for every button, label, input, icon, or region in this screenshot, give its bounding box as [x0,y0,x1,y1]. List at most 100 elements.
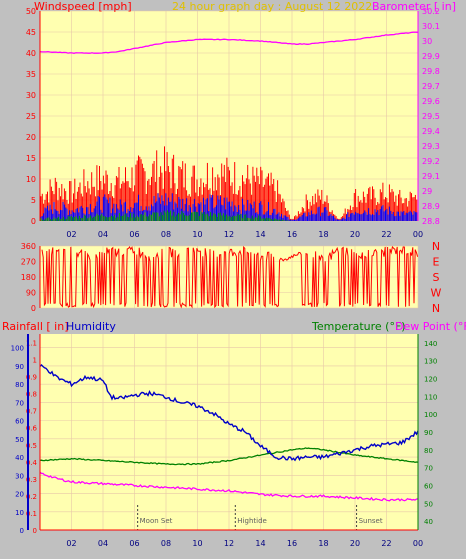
barometer-tick-label: 29.9 [422,52,440,61]
wind-tick-label: 40 [26,49,36,58]
barometer-tick-label: 29.4 [422,127,440,136]
wind-tick-label: 20 [26,133,36,142]
direction-tick-label: 0 [31,304,36,313]
wind-x-tick-label: 06 [129,230,139,239]
wind-x-tick-label: 10 [192,230,202,239]
barometer-tick-label: 29.1 [422,172,440,181]
humidity-tick-label: 100 [11,345,24,353]
barometer-tick-label: 29.3 [422,142,440,151]
temperature-tick-label: 130 [424,358,437,366]
wind-tick-label: 45 [26,28,36,37]
rainfall-tick-label: 0.5 [26,442,37,450]
wind-axis-title: Windspeed [mph] [34,0,132,13]
direction-tick-label: 180 [21,273,36,282]
temp-x-tick-label: 22 [381,539,391,548]
wind-tick-label: 5 [31,196,36,205]
temp-x-tick-label: 18 [318,539,328,548]
temperature-tick-label: 140 [424,340,437,348]
rainfall-tick-label: 0.8 [26,391,37,399]
humidity-tick-label: 40 [15,454,24,462]
temperature-tick-label: 40 [424,518,433,526]
direction-compass-label: N [432,302,440,315]
direction-compass-label: E [433,256,440,269]
wind-tick-label: 0 [31,217,36,226]
wind-x-tick-label: 22 [381,230,391,239]
humidity-axis-title: Humidity [66,320,116,333]
humidity-tick-label: 10 [15,509,24,517]
temperature-tick-label: 80 [424,447,433,455]
direction-compass-label: N [432,240,440,253]
direction-compass-label: W [431,287,442,300]
humidity-tick-label: 20 [15,491,24,499]
wind-x-tick-label: 04 [98,230,108,239]
temp-x-tick-label: 00 [413,539,423,548]
wind-x-tick-label: 12 [224,230,234,239]
wind-tick-label: 25 [26,112,36,121]
wind-x-tick-label: 00 [413,230,423,239]
wind-x-tick-label: 18 [318,230,328,239]
wind-tick-label: 50 [26,7,36,16]
wind-tick-label: 10 [26,175,36,184]
humidity-tick-label: 80 [15,381,24,389]
barometer-line [39,31,419,54]
temperature-tick-label: 50 [424,500,433,508]
humidity-tick-label: 60 [15,418,24,426]
dewpoint-axis-title: Dew Point (°F) [395,320,466,333]
dewpoint-line [39,471,419,502]
temp-x-tick-label: 16 [287,539,297,548]
event-marker-label: Moon Set [140,517,173,525]
humidity-line [39,364,419,462]
barometer-tick-label: 30 [422,37,432,46]
direction-tick-label: 90 [26,289,36,298]
wind-x-tick-label: 14 [255,230,265,239]
humidity-tick-label: 30 [15,472,24,480]
rainfall-tick-label: 0.2 [26,493,37,501]
rainfall-tick-label: 0 [33,527,37,535]
humidity-tick-label: 70 [15,399,24,407]
barometer-tick-label: 29.2 [422,157,440,166]
temperature-tick-label: 120 [424,376,437,384]
wind-x-tick-label: 02 [66,230,76,239]
wind-x-tick-label: 08 [161,230,171,239]
wind-x-tick-label: 16 [287,230,297,239]
barometer-tick-label: 29.6 [422,97,440,106]
temp-x-tick-label: 06 [129,539,139,548]
barometer-tick-label: 28.8 [422,217,440,226]
wind-tick-label: 30 [26,91,36,100]
barometer-axis-title: Barometer [ in] [372,0,456,13]
direction-tick-label: 270 [21,258,36,267]
rainfall-tick-label: 0.7 [26,408,37,416]
wind-tick-label: 35 [26,70,36,79]
rainfall-tick-label: 0.6 [26,425,38,433]
barometer-tick-label: 30.2 [422,7,440,16]
barometer-tick-label: 29.5 [422,112,440,121]
temperature-tick-label: 60 [424,482,433,490]
rainfall-tick-label: 0.3 [26,476,37,484]
temp-x-tick-label: 04 [98,539,108,548]
barometer-tick-label: 29.8 [422,67,440,76]
barometer-tick-label: 30.1 [422,22,440,31]
temp-x-tick-label: 10 [192,539,202,548]
temperature-tick-label: 110 [424,393,437,401]
direction-tick-label: 360 [21,242,36,251]
wind-direction-line [41,245,419,309]
barometer-tick-label: 29 [422,187,432,196]
humidity-tick-label: 50 [15,436,24,444]
event-marker-label: Sunset [359,517,383,525]
temp-x-tick-label: 02 [66,539,76,548]
temperature-tick-label: 70 [424,465,433,473]
temperature-tick-label: 90 [424,429,433,437]
humidity-tick-label: 0 [20,527,24,535]
rainfall-tick-label: 0.4 [26,459,38,467]
rainfall-axis-title: Rainfall [ in] [2,320,69,333]
temp-x-tick-label: 08 [161,539,171,548]
chart-title: 24 hour graph day : August 12 2022 [172,0,373,13]
event-marker-label: Hightide [237,517,267,525]
temp-x-tick-label: 14 [255,539,265,548]
temperature-tick-label: 100 [424,411,437,419]
temperature-line [39,447,419,466]
rainfall-tick-label: 0.9 [26,374,37,382]
direction-compass-label: S [433,271,440,284]
